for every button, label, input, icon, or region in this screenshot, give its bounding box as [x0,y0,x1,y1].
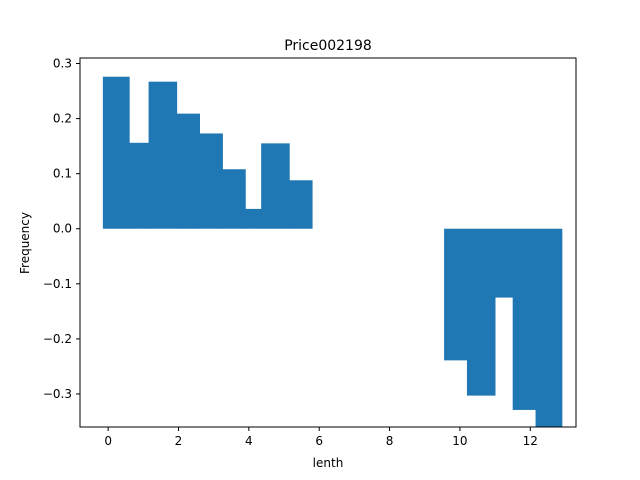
x-tick-label: 2 [175,434,183,448]
y-axis-label: Frequency [18,212,32,274]
y-tick-label: 0.2 [53,112,72,126]
chart-title: Price002198 [284,38,372,54]
bar-10 [466,228,496,396]
x-tick-label: 10 [452,434,467,448]
bar-7 [261,143,290,229]
bar-12 [512,228,536,410]
x-tick-label: 0 [104,434,112,448]
x-ticks: 0 2 4 6 8 10 12 [104,427,538,448]
bar-9 [444,228,468,361]
x-tick-label: 4 [245,434,253,448]
x-axis-label: lenth [313,456,344,470]
y-tick-label: 0.0 [53,222,72,236]
bar-2 [148,81,178,229]
y-tick-label: −0.3 [43,387,72,401]
bar-4 [199,133,223,229]
x-tick-label: 12 [523,434,538,448]
bar-11 [495,228,514,298]
bar-1 [129,142,149,229]
y-tick-label: −0.2 [43,332,72,346]
y-tick-label: 0.1 [53,167,72,181]
y-tick-label: 0.3 [53,57,72,71]
axes-frame [79,57,577,428]
bar-3 [176,113,201,229]
bar-13 [535,228,563,427]
y-tick-label: −0.1 [43,277,72,291]
bar-8 [289,180,313,229]
bar-6 [245,208,262,229]
bars-group [102,76,563,427]
x-tick-label: 6 [315,434,323,448]
x-tick-label: 8 [386,434,394,448]
bar-0 [102,76,130,229]
bar-5 [222,169,246,229]
y-ticks: −0.3 −0.2 −0.1 0.0 0.1 0.2 0.3 [43,57,80,401]
